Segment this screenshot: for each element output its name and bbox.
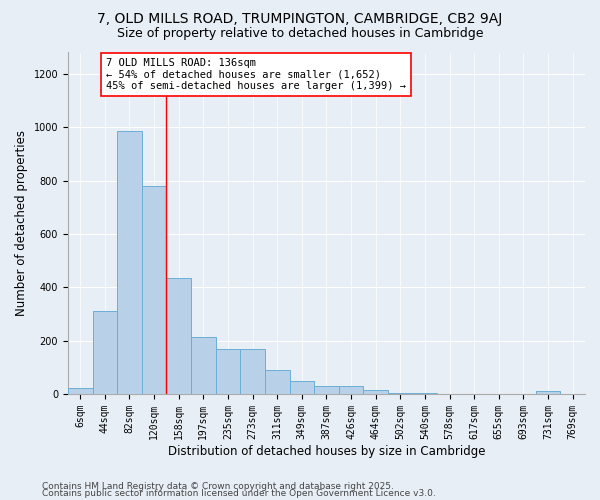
Text: Contains HM Land Registry data © Crown copyright and database right 2025.: Contains HM Land Registry data © Crown c… xyxy=(42,482,394,491)
Bar xyxy=(364,390,388,394)
Bar xyxy=(388,392,413,394)
Bar xyxy=(117,131,142,394)
Bar xyxy=(142,186,166,394)
Bar xyxy=(191,336,215,394)
Bar xyxy=(339,386,364,394)
Bar xyxy=(68,388,92,394)
Bar xyxy=(92,312,117,394)
Text: Contains public sector information licensed under the Open Government Licence v3: Contains public sector information licen… xyxy=(42,489,436,498)
Text: 7 OLD MILLS ROAD: 136sqm
← 54% of detached houses are smaller (1,652)
45% of sem: 7 OLD MILLS ROAD: 136sqm ← 54% of detach… xyxy=(106,58,406,91)
Text: 7, OLD MILLS ROAD, TRUMPINGTON, CAMBRIDGE, CB2 9AJ: 7, OLD MILLS ROAD, TRUMPINGTON, CAMBRIDG… xyxy=(97,12,503,26)
Bar xyxy=(536,392,560,394)
Bar xyxy=(166,278,191,394)
Bar xyxy=(290,380,314,394)
Bar xyxy=(314,386,339,394)
Bar xyxy=(240,348,265,394)
Bar xyxy=(413,392,437,394)
X-axis label: Distribution of detached houses by size in Cambridge: Distribution of detached houses by size … xyxy=(168,444,485,458)
Bar xyxy=(215,348,240,394)
Bar xyxy=(265,370,290,394)
Y-axis label: Number of detached properties: Number of detached properties xyxy=(15,130,28,316)
Text: Size of property relative to detached houses in Cambridge: Size of property relative to detached ho… xyxy=(117,28,483,40)
